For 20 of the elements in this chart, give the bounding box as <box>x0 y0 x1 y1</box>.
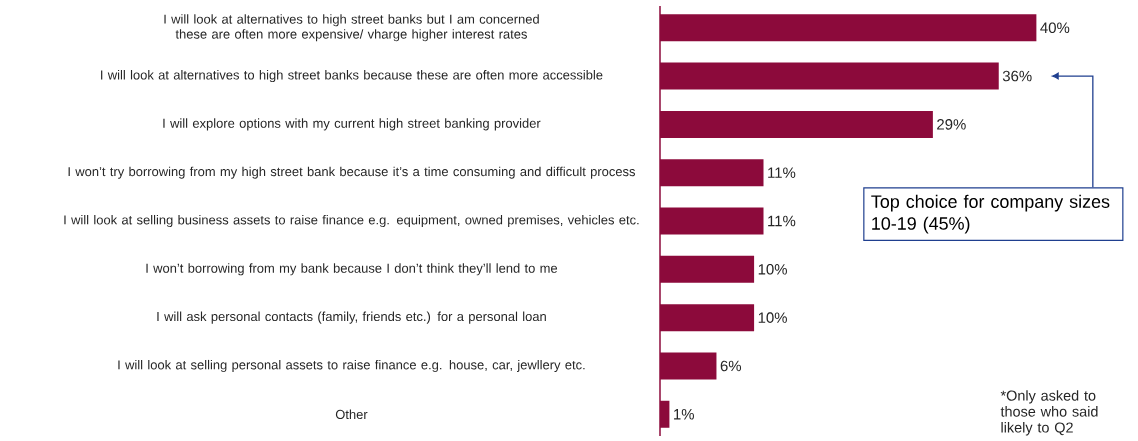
annotation: *Only asked to those who said likely to Q2 <box>1000 390 1098 436</box>
data-label: 10% <box>758 312 787 323</box>
data-label: 36% <box>1002 70 1032 82</box>
y-tick-label: I will explore options with my current high street banking provider <box>163 118 541 131</box>
y-tick-label: I will look at selling business assets to raise finance e.g. equipment, owned premises, vehicles etc. <box>64 214 639 228</box>
data-label: 40% <box>1040 22 1070 34</box>
y-tick-label: Other <box>335 409 368 420</box>
y-tick-label: I won’t borrowing from my bank because I don’t think they’ll lend to me <box>146 263 558 276</box>
annotation: Top choice for company sizes 10-19 (45%) <box>871 194 1110 234</box>
y-tick-label: I won’t try borrowing from my high street bank because it’s a time consuming and difficult process <box>68 166 636 179</box>
data-label: 29% <box>937 119 966 130</box>
data-label: 1% <box>674 409 694 420</box>
data-label: 10% <box>758 264 787 275</box>
data-label: 11% <box>768 167 796 178</box>
y-tick-label: I will look at alternatives to high street banks because these are often more accessible <box>101 70 603 83</box>
data-label: 6% <box>720 360 742 372</box>
y-tick-label: I will look at selling personal assets to raise finance e.g. house, car, jewllery etc. <box>118 359 585 372</box>
data-label: 11% <box>768 215 796 227</box>
y-tick-label: I will look at alternatives to high street banks but I am concerned these are often more expensive/ vharge higher interest rates <box>164 14 539 42</box>
y-tick-label: I will ask personal contacts (family, friends etc.) for a personal loan <box>157 311 546 324</box>
